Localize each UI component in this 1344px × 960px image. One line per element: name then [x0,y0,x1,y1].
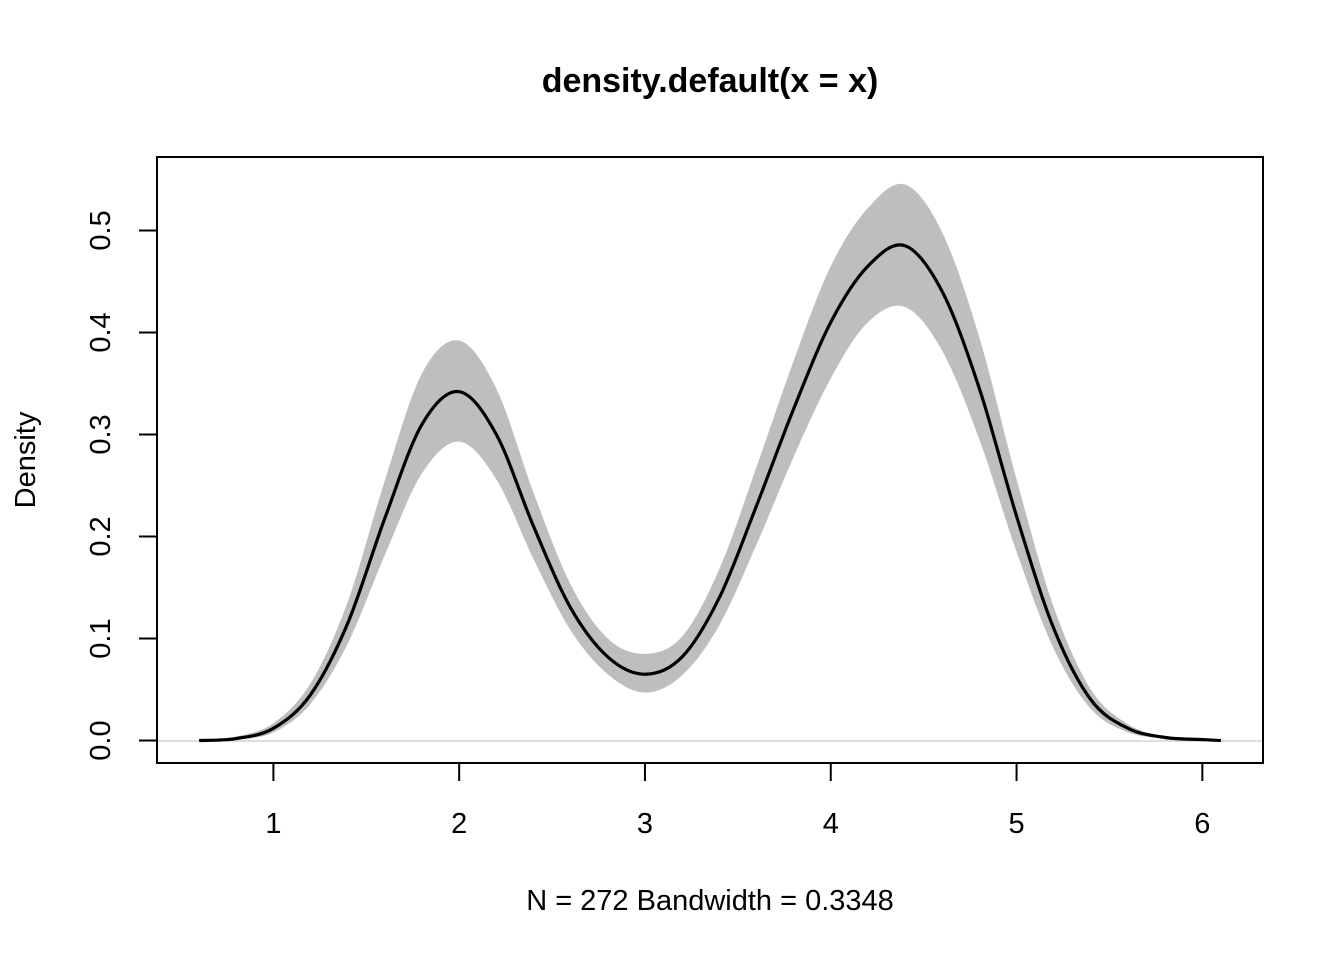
y-axis-label: Density [10,411,42,508]
y-tick-label: 0.5 [85,210,117,250]
x-tick-label: 6 [1194,808,1210,840]
chart-title: density.default(x = x) [542,62,879,100]
x-axis-label: N = 272 Bandwidth = 0.3348 [526,885,894,917]
density-curve [198,243,1222,743]
x-tick-label: 5 [1008,808,1024,840]
y-axis: 0.0 0.1 0.2 0.3 0.4 0.5 [85,210,158,761]
confidence-band [199,183,1221,741]
y-tick-label: 0.4 [85,312,117,352]
y-tick-label: 0.1 [85,618,117,658]
confidence-band-layer [199,183,1221,741]
x-tick-label: 3 [637,808,653,840]
x-axis: 1 2 3 4 5 6 [265,762,1210,840]
x-tick-label: 2 [451,808,467,840]
x-tick-label: 1 [265,808,281,840]
density-line-layer [198,243,1222,743]
y-tick-label: 0.0 [85,720,117,760]
y-tick-label: 0.3 [85,414,117,454]
y-tick-label: 0.2 [85,516,117,556]
x-tick-label: 4 [823,808,839,840]
